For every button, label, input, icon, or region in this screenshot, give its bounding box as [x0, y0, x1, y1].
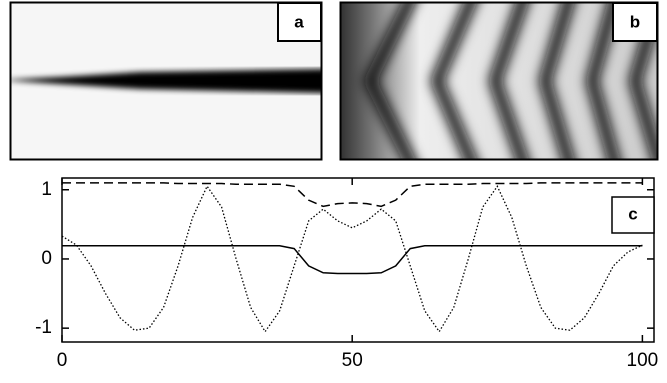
- series-line: [62, 246, 642, 274]
- panel-label: b: [630, 12, 640, 31]
- y-tick-label: 1: [41, 179, 52, 200]
- x-tick-label: 0: [57, 350, 68, 371]
- y-tick-label: 0: [41, 248, 52, 269]
- series-line: [62, 183, 642, 207]
- panel-label: a: [294, 12, 304, 31]
- series-line: [62, 186, 642, 331]
- figure: a b c -101050100: [0, 0, 667, 378]
- y-tick-label: -1: [35, 317, 52, 338]
- plot-frame: [62, 178, 654, 342]
- panel-label: c: [628, 204, 637, 223]
- plot-area: [62, 183, 642, 332]
- x-tick-label: 50: [342, 350, 363, 371]
- x-tick-label: 100: [627, 350, 659, 371]
